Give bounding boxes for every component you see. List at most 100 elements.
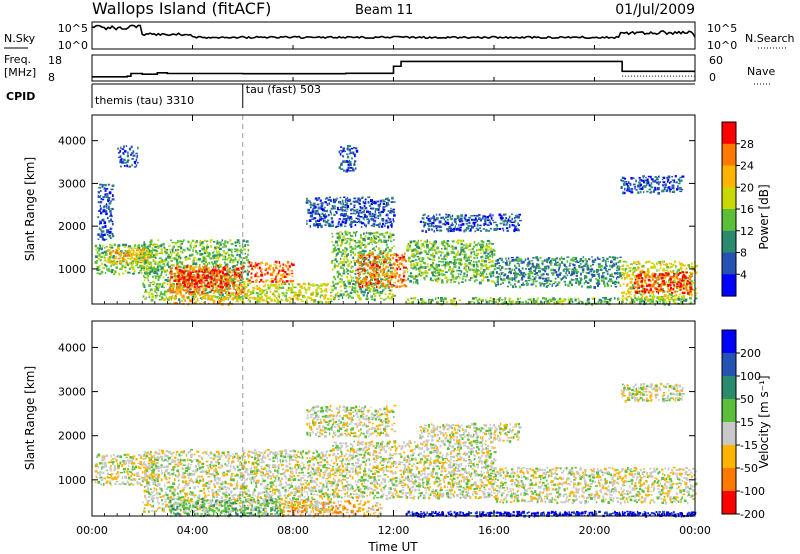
data-cell-blob-0 [119, 263, 123, 265]
data-cell-blob-9 [480, 263, 483, 266]
data-cell-blob-9 [444, 267, 447, 270]
data-cell-blob-7 [375, 280, 379, 282]
data-cell-blob-0 [140, 268, 143, 272]
data-cell-blob-3 [224, 266, 226, 268]
data-cell-blob-12 [652, 278, 654, 281]
data-cell-blob-15 [324, 215, 328, 218]
data-cell-blob-10 [545, 273, 548, 276]
data-cell-blob-7 [366, 278, 368, 281]
data-cell-blob-12 [669, 281, 673, 284]
data-cell-blob-2 [220, 296, 223, 299]
data-cell-blob-17 [637, 191, 640, 194]
data-cell-blob-12 [687, 292, 690, 295]
data-cell-blob-11 [684, 284, 688, 288]
data-cell-blob-11 [653, 280, 655, 283]
data-cell-blob-4 [218, 270, 222, 273]
data-cell-blob-16 [503, 213, 506, 216]
data-cell-blob-15 [377, 215, 380, 217]
data-cell-blob-0 [127, 245, 131, 248]
data-cell-blob-2 [245, 277, 249, 281]
data-cell-blob-9 [431, 271, 434, 274]
data-cell-blob-13 [209, 295, 212, 297]
data-cell-blob-8 [402, 255, 405, 259]
data-cell-blob-8 [386, 266, 389, 269]
data-cell-blob-10 [557, 281, 561, 284]
data-cell-blob-0 [137, 247, 141, 250]
data-cell-blob-11 [663, 260, 665, 263]
data-cell-blob-7 [376, 262, 378, 266]
data-cell-blob-14 [517, 297, 520, 301]
data-cell-blob-16 [431, 223, 433, 227]
data-cell-blob-8 [380, 280, 383, 283]
data-cell-blob-0 [113, 453, 115, 457]
data-cell-blob-14 [632, 300, 636, 303]
data-cell-blob-0 [137, 244, 141, 247]
data-cell-blob-0 [125, 243, 128, 247]
data-cell-blob-15 [338, 200, 340, 204]
data-cell-blob-2 [219, 247, 222, 250]
data-cell-blob-2 [236, 253, 239, 257]
data-cell-blob-9 [493, 281, 496, 284]
data-cell-blob-6 [288, 273, 291, 276]
data-cell-blob-5 [300, 285, 303, 287]
data-cell-blob-0 [136, 474, 139, 478]
data-cell-blob-11 [672, 263, 675, 266]
data-cell-blob-2 [201, 245, 204, 248]
data-cell-blob-18 [130, 153, 133, 156]
data-cell-blob-15 [374, 207, 378, 211]
data-cell-blob-1 [145, 251, 149, 253]
data-cell-blob-6 [284, 270, 287, 274]
data-cell-blob-8 [366, 284, 369, 288]
data-cell-blob-6 [283, 281, 285, 284]
data-cell-blob-1 [141, 251, 144, 255]
data-cell-blob-3 [230, 292, 234, 295]
data-cell-blob-7 [373, 286, 376, 290]
data-cell-blob-15 [391, 222, 393, 225]
data-cell-blob-14 [640, 298, 643, 302]
data-cell-blob-3 [193, 266, 196, 269]
data-cell-blob-10 [515, 267, 518, 270]
data-cell-blob-0 [127, 453, 129, 456]
data-cell-blob-6 [291, 280, 295, 282]
data-cell-blob-5 [245, 292, 248, 296]
data-cell-blob-10 [600, 264, 603, 268]
data-cell-blob-7 [335, 260, 338, 263]
data-cell-blob-2 [188, 291, 190, 294]
data-cell-blob-8 [401, 281, 404, 283]
data-cell-blob-5 [320, 294, 324, 297]
data-cell-blob-2 [204, 258, 207, 262]
data-cell-blob-11 [678, 293, 681, 296]
data-cell-blob-5 [326, 283, 330, 286]
data-cell-blob-10 [543, 283, 545, 287]
data-cell-blob-7 [372, 277, 375, 279]
data-cell-blob-20 [97, 216, 100, 219]
data-cell-blob-6 [254, 261, 257, 265]
data-cell-blob-19 [348, 159, 351, 162]
data-cell-blob-7 [364, 272, 366, 274]
data-cell-blob-10 [530, 283, 534, 286]
data-cell-blob-9 [426, 271, 429, 274]
data-cell-blob-10 [554, 258, 557, 262]
data-cell-blob-10 [557, 275, 559, 278]
data-cell-blob-4 [194, 277, 198, 280]
data-cell-blob-14 [542, 297, 545, 300]
data-cell-blob-7 [387, 269, 390, 272]
data-cell-blob-0 [127, 247, 131, 249]
data-cell-blob-12 [644, 275, 648, 279]
data-cell-blob-7 [333, 275, 336, 279]
data-cell-blob-7 [353, 280, 355, 283]
data-cell-blob-6 [251, 267, 253, 270]
data-cell-blob-14 [578, 302, 580, 304]
data-cell-blob-14 [494, 301, 497, 303]
data-cell-blob-14 [666, 297, 669, 299]
data-cell-blob-9 [463, 255, 466, 258]
data-cell-blob-10 [617, 281, 620, 284]
data-cell-blob-15 [328, 202, 331, 205]
data-cell-blob-4 [197, 279, 201, 283]
data-cell-blob-16 [454, 220, 457, 224]
data-cell-blob-2 [143, 279, 146, 282]
data-cell-blob-15 [359, 220, 363, 224]
data-cell-blob-5 [292, 295, 295, 298]
data-cell-blob-4 [198, 282, 201, 284]
data-cell-blob-10 [577, 270, 580, 273]
